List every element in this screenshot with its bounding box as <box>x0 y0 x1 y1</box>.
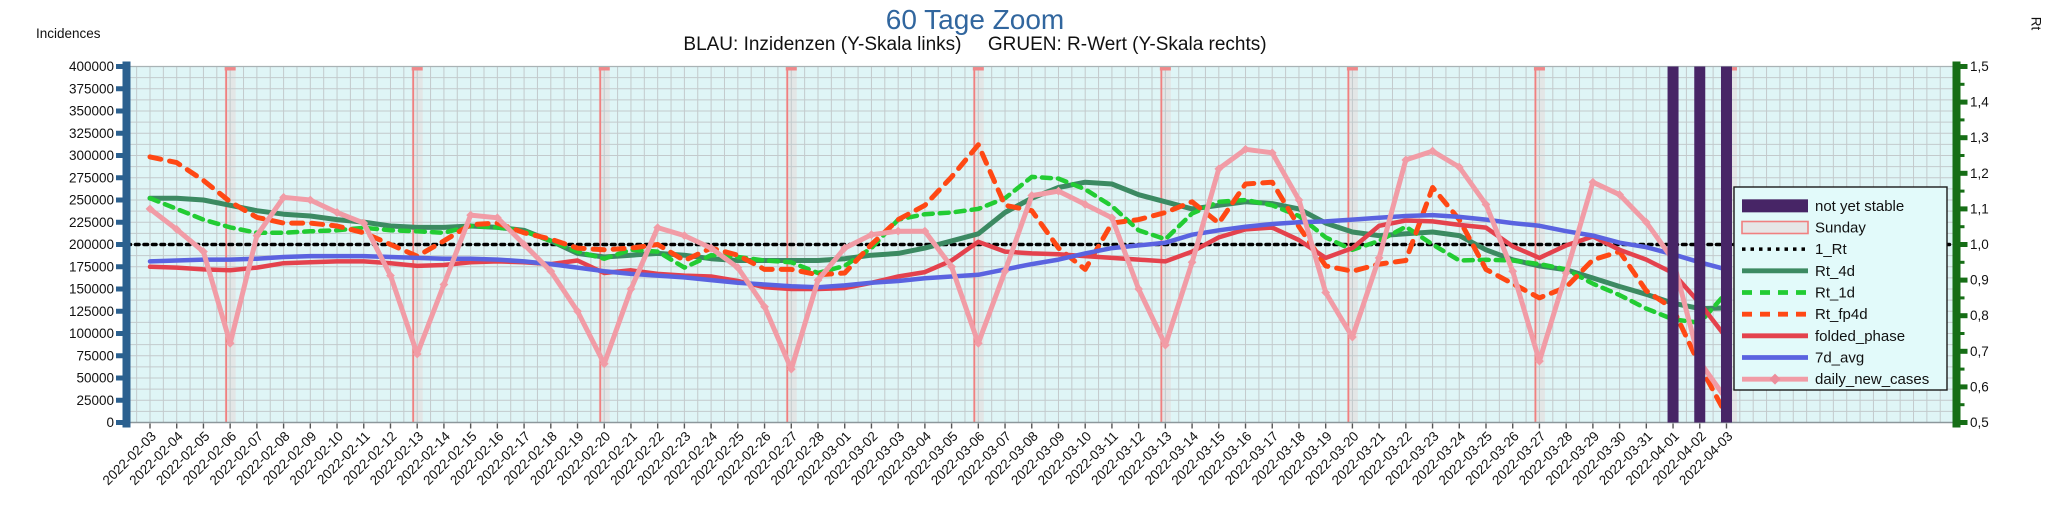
left-tick-label: 275000 <box>69 170 114 185</box>
chart-title: 60 Tage Zoom <box>885 4 1065 35</box>
x-axis-date-labels: 2022-02-032022-02-042022-02-052022-02-06… <box>100 428 1736 488</box>
right-tick-label: 1,2 <box>1970 166 1989 181</box>
legend-label: not yet stable <box>1815 198 1904 215</box>
series-Rt_1d <box>147 174 1729 326</box>
left-tick-label: 50000 <box>76 371 114 386</box>
legend-label: folded_phase <box>1815 328 1905 345</box>
legend-item-1-rt: 1_Rt <box>1742 241 1848 258</box>
right-tick-label: 1,3 <box>1970 130 1989 145</box>
legend-label: Sunday <box>1815 220 1866 237</box>
left-tick-label: 175000 <box>69 259 114 274</box>
left-tick-label: 250000 <box>69 193 114 208</box>
legend-item-folded-phase: folded_phase <box>1742 328 1905 345</box>
series-daily_new_cases <box>147 146 1729 402</box>
not-yet-stable-bands <box>1667 66 1732 423</box>
legend-label: Rt_1d <box>1815 285 1855 302</box>
right-tick-label: 0,5 <box>1970 415 1989 430</box>
legend-label: 7d_avg <box>1815 350 1864 367</box>
left-tick-label: 300000 <box>69 148 114 163</box>
series-Rt_4d <box>147 179 1729 312</box>
legend-label: 1_Rt <box>1815 241 1848 258</box>
left-tick-label: 225000 <box>69 215 114 230</box>
left-tick-label: 75000 <box>76 348 114 363</box>
left-tick-label: 375000 <box>69 81 114 96</box>
left-tick-label: 0 <box>106 415 114 430</box>
right-tick-label: 0,8 <box>1970 308 1989 323</box>
right-tick-label: 1,4 <box>1970 95 1989 110</box>
left-axis: 0 25000 50000 75000 100000 125000 150000 175000… <box>69 59 131 430</box>
legend-item-rt-fp4d: Rt_fp4d <box>1742 306 1868 323</box>
legend-label: Rt_fp4d <box>1815 306 1868 323</box>
left-axis-title: Incidences <box>36 26 101 41</box>
legend-item-not-yet-stable: not yet stable <box>1742 198 1904 215</box>
left-tick-label: 100000 <box>69 326 114 341</box>
series-Rt_fp4d <box>147 142 1729 418</box>
right-tick-label: 0,6 <box>1970 379 1989 394</box>
legend-label: Rt_4d <box>1815 263 1855 280</box>
chart-subtitle: BLAU: Inzidenzen (Y-Skala links) GRUEN: … <box>683 34 1267 55</box>
left-tick-label: 400000 <box>69 59 114 74</box>
right-tick-label: 1,1 <box>1970 201 1989 216</box>
right-tick-label: 1,0 <box>1970 237 1989 252</box>
legend-item-rt-4d: Rt_4d <box>1742 263 1855 280</box>
left-tick-label: 325000 <box>69 126 114 141</box>
legend-item-daily-new-cases: daily_new_cases <box>1742 371 1929 388</box>
left-tick-label: 150000 <box>69 282 114 297</box>
series-lines <box>125 142 1955 418</box>
series-7d_avg <box>147 212 1729 290</box>
right-tick-label: 0,7 <box>1970 344 1989 359</box>
legend-item-sunday: Sunday <box>1741 220 1866 237</box>
left-tick-label: 200000 <box>69 237 114 252</box>
x-axis-ticks <box>149 423 1728 429</box>
right-tick-label: 0,9 <box>1970 273 1989 288</box>
legend: not yet stable Sunday 1_Rt Rt_4d Rt_1d Rt_fp4… <box>1733 186 1948 391</box>
left-tick-label: 350000 <box>69 104 114 119</box>
right-axis: 0,5 0,6 0,7 0,8 0,9 1,0 1,1 1,2 1,3 1,4 1,5 <box>1952 59 1989 430</box>
legend-item-rt-1d: Rt_1d <box>1742 285 1855 302</box>
left-tick-label: 25000 <box>76 393 114 408</box>
right-tick-label: 1,5 <box>1970 59 1989 74</box>
left-tick-label: 125000 <box>69 304 114 319</box>
series-folded_phase <box>147 218 1729 341</box>
legend-label: daily_new_cases <box>1815 371 1929 388</box>
legend-item-7d-avg: 7d_avg <box>1742 350 1864 367</box>
